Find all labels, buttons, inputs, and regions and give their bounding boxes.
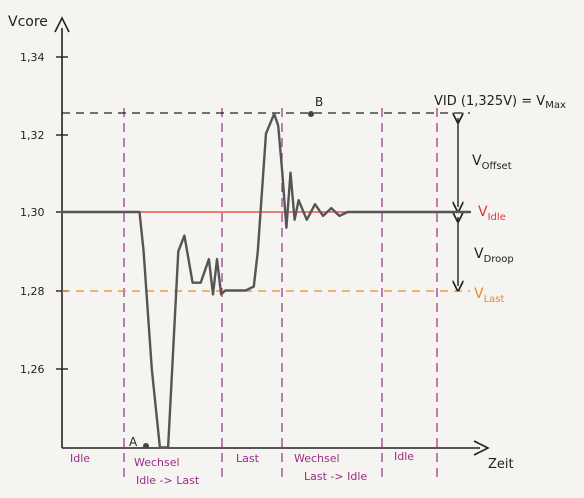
vid-label: VID (1,325V) = VMax — [434, 94, 566, 111]
phase-label: Last -> Idle — [304, 470, 367, 483]
y-ticks: 1,34 1,32 1,30 1,28 1,26 — [20, 51, 68, 376]
point-a-label: A — [129, 435, 138, 449]
y-tick-label: 1,30 — [20, 206, 45, 219]
phase-label: Idle — [394, 450, 414, 463]
vcore-curve — [60, 112, 472, 449]
phase-label: Last — [236, 452, 260, 465]
y-tick-label: 1,28 — [20, 285, 45, 298]
x-axis-title: Zeit — [488, 457, 514, 472]
y-tick-label: 1,34 — [20, 51, 45, 64]
v-droop-label: VDroop — [474, 246, 514, 265]
v-offset-label: VOffset — [472, 153, 512, 172]
phase-labels: Idle Wechsel Idle -> Last Last Wechsel L… — [70, 450, 414, 487]
point-b-label: B — [315, 95, 323, 109]
v-last-label: VLast — [474, 286, 504, 305]
point-b-marker — [308, 111, 314, 117]
phase-label: Idle -> Last — [136, 474, 200, 487]
phase-label: Idle — [70, 452, 90, 465]
y-tick-label: 1,32 — [20, 129, 45, 142]
x-axis-arrowhead — [473, 440, 490, 456]
point-a-marker — [143, 443, 149, 449]
y-tick-label: 1,26 — [20, 363, 45, 376]
v-idle-label: VIdle — [478, 204, 506, 223]
y-axis-arrowhead — [54, 16, 70, 33]
phase-label: Wechsel — [134, 456, 180, 469]
phase-label: Wechsel — [294, 452, 340, 465]
y-axis-title: Vcore — [8, 14, 48, 30]
